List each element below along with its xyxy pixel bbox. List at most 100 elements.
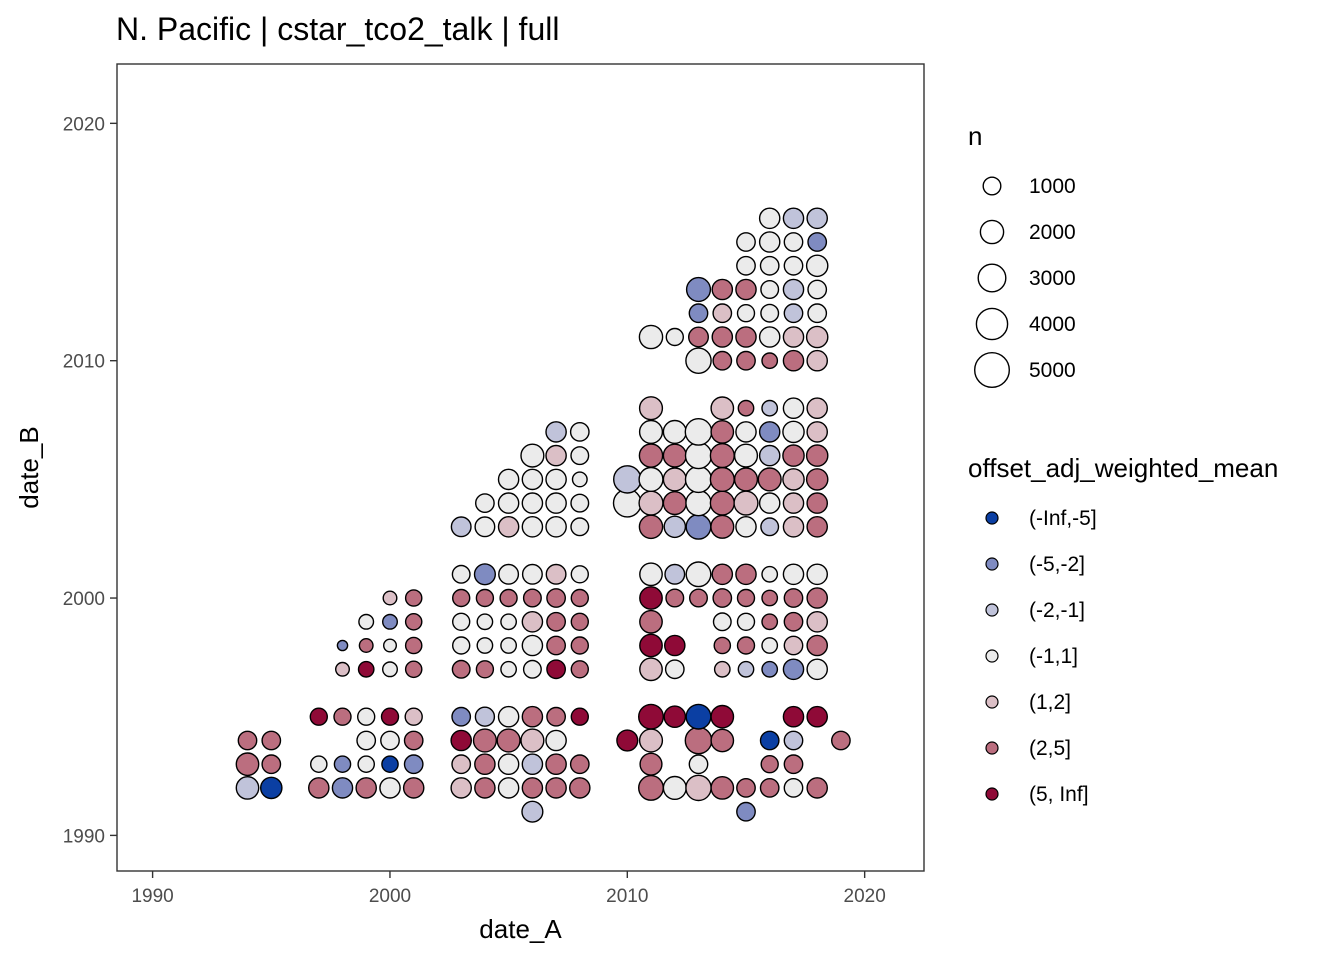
data-point <box>782 397 805 420</box>
data-point <box>805 468 829 491</box>
data-point <box>782 444 805 467</box>
data-point <box>761 352 779 370</box>
color-legend-label: (-5,-2] <box>1029 553 1085 576</box>
data-point <box>685 489 712 517</box>
data-point <box>733 490 759 516</box>
data-point <box>639 562 663 587</box>
data-point <box>758 421 781 443</box>
data-point <box>710 728 735 753</box>
data-point <box>570 517 590 537</box>
data-point <box>735 278 757 301</box>
data-point <box>783 232 804 252</box>
color-legend-key <box>985 603 999 617</box>
data-point <box>474 493 495 513</box>
data-point <box>570 588 589 608</box>
data-point <box>474 516 496 538</box>
data-point <box>806 658 829 681</box>
data-point <box>521 800 544 823</box>
data-point <box>521 753 544 776</box>
data-point <box>545 516 567 538</box>
data-point <box>783 255 804 276</box>
data-point <box>684 726 713 755</box>
data-point <box>758 207 781 230</box>
data-point <box>664 659 685 680</box>
data-point <box>521 634 544 657</box>
data-point <box>380 730 400 751</box>
data-point <box>476 637 494 654</box>
data-point <box>782 207 805 230</box>
data-point <box>638 324 664 350</box>
data-point <box>806 634 829 657</box>
data-point <box>758 326 781 348</box>
data-point <box>805 254 829 278</box>
data-point <box>452 588 471 608</box>
data-point <box>638 419 664 444</box>
data-point <box>474 753 496 776</box>
data-point <box>358 638 374 654</box>
plot-panel <box>116 63 925 872</box>
data-point <box>571 471 588 488</box>
data-point <box>759 255 780 276</box>
size-legend-label: 4000 <box>1029 313 1076 336</box>
data-point <box>805 325 829 349</box>
data-point <box>736 778 756 798</box>
color-legend-label: (-1,1] <box>1029 645 1078 668</box>
data-point <box>664 563 686 585</box>
data-point <box>662 467 687 492</box>
data-point <box>335 661 351 677</box>
data-point <box>806 611 829 633</box>
data-point <box>500 660 517 678</box>
data-point <box>500 613 517 631</box>
data-point <box>235 752 260 777</box>
data-point <box>783 730 804 751</box>
data-point <box>402 777 425 799</box>
data-point <box>570 660 589 679</box>
data-point <box>761 589 779 607</box>
x-axis: 1990 2000 2010 2020 <box>131 871 886 907</box>
data-point <box>545 492 567 514</box>
data-point <box>545 753 567 776</box>
data-point <box>356 730 377 751</box>
data-point <box>760 303 780 323</box>
data-point <box>712 350 733 371</box>
data-point <box>570 612 589 631</box>
data-point <box>709 490 735 516</box>
data-point <box>782 349 805 372</box>
data-point <box>473 563 496 586</box>
data-point <box>831 730 851 751</box>
data-point <box>639 609 663 634</box>
data-point <box>497 705 520 728</box>
data-point <box>500 637 517 654</box>
data-point <box>403 754 424 775</box>
data-point <box>521 516 544 538</box>
data-point <box>735 563 757 586</box>
data-point <box>309 707 328 726</box>
data-point <box>758 492 781 514</box>
data-point <box>638 514 664 540</box>
data-point <box>685 276 712 303</box>
color-legend-title: offset_adj_weighted_mean <box>968 453 1278 483</box>
data-point <box>806 777 829 799</box>
data-point <box>357 660 375 678</box>
data-point <box>663 705 687 729</box>
color-legend-label: (-Inf,-5] <box>1029 507 1097 530</box>
data-point <box>710 776 735 800</box>
data-point <box>639 633 663 658</box>
data-point <box>450 777 473 799</box>
data-point <box>736 350 756 371</box>
data-point <box>688 326 710 348</box>
x-tick-label: 2010 <box>606 886 648 907</box>
data-point <box>404 660 423 679</box>
data-point <box>570 636 589 655</box>
data-point <box>545 563 567 585</box>
data-point <box>472 728 497 753</box>
data-point <box>235 776 260 800</box>
color-legend-key <box>985 557 999 571</box>
size-legend-key <box>982 176 1002 196</box>
data-point <box>379 777 401 799</box>
data-point <box>710 396 735 421</box>
data-point <box>783 754 804 775</box>
size-legend-title: n <box>968 121 982 151</box>
data-point <box>712 303 733 324</box>
data-point <box>664 634 686 657</box>
